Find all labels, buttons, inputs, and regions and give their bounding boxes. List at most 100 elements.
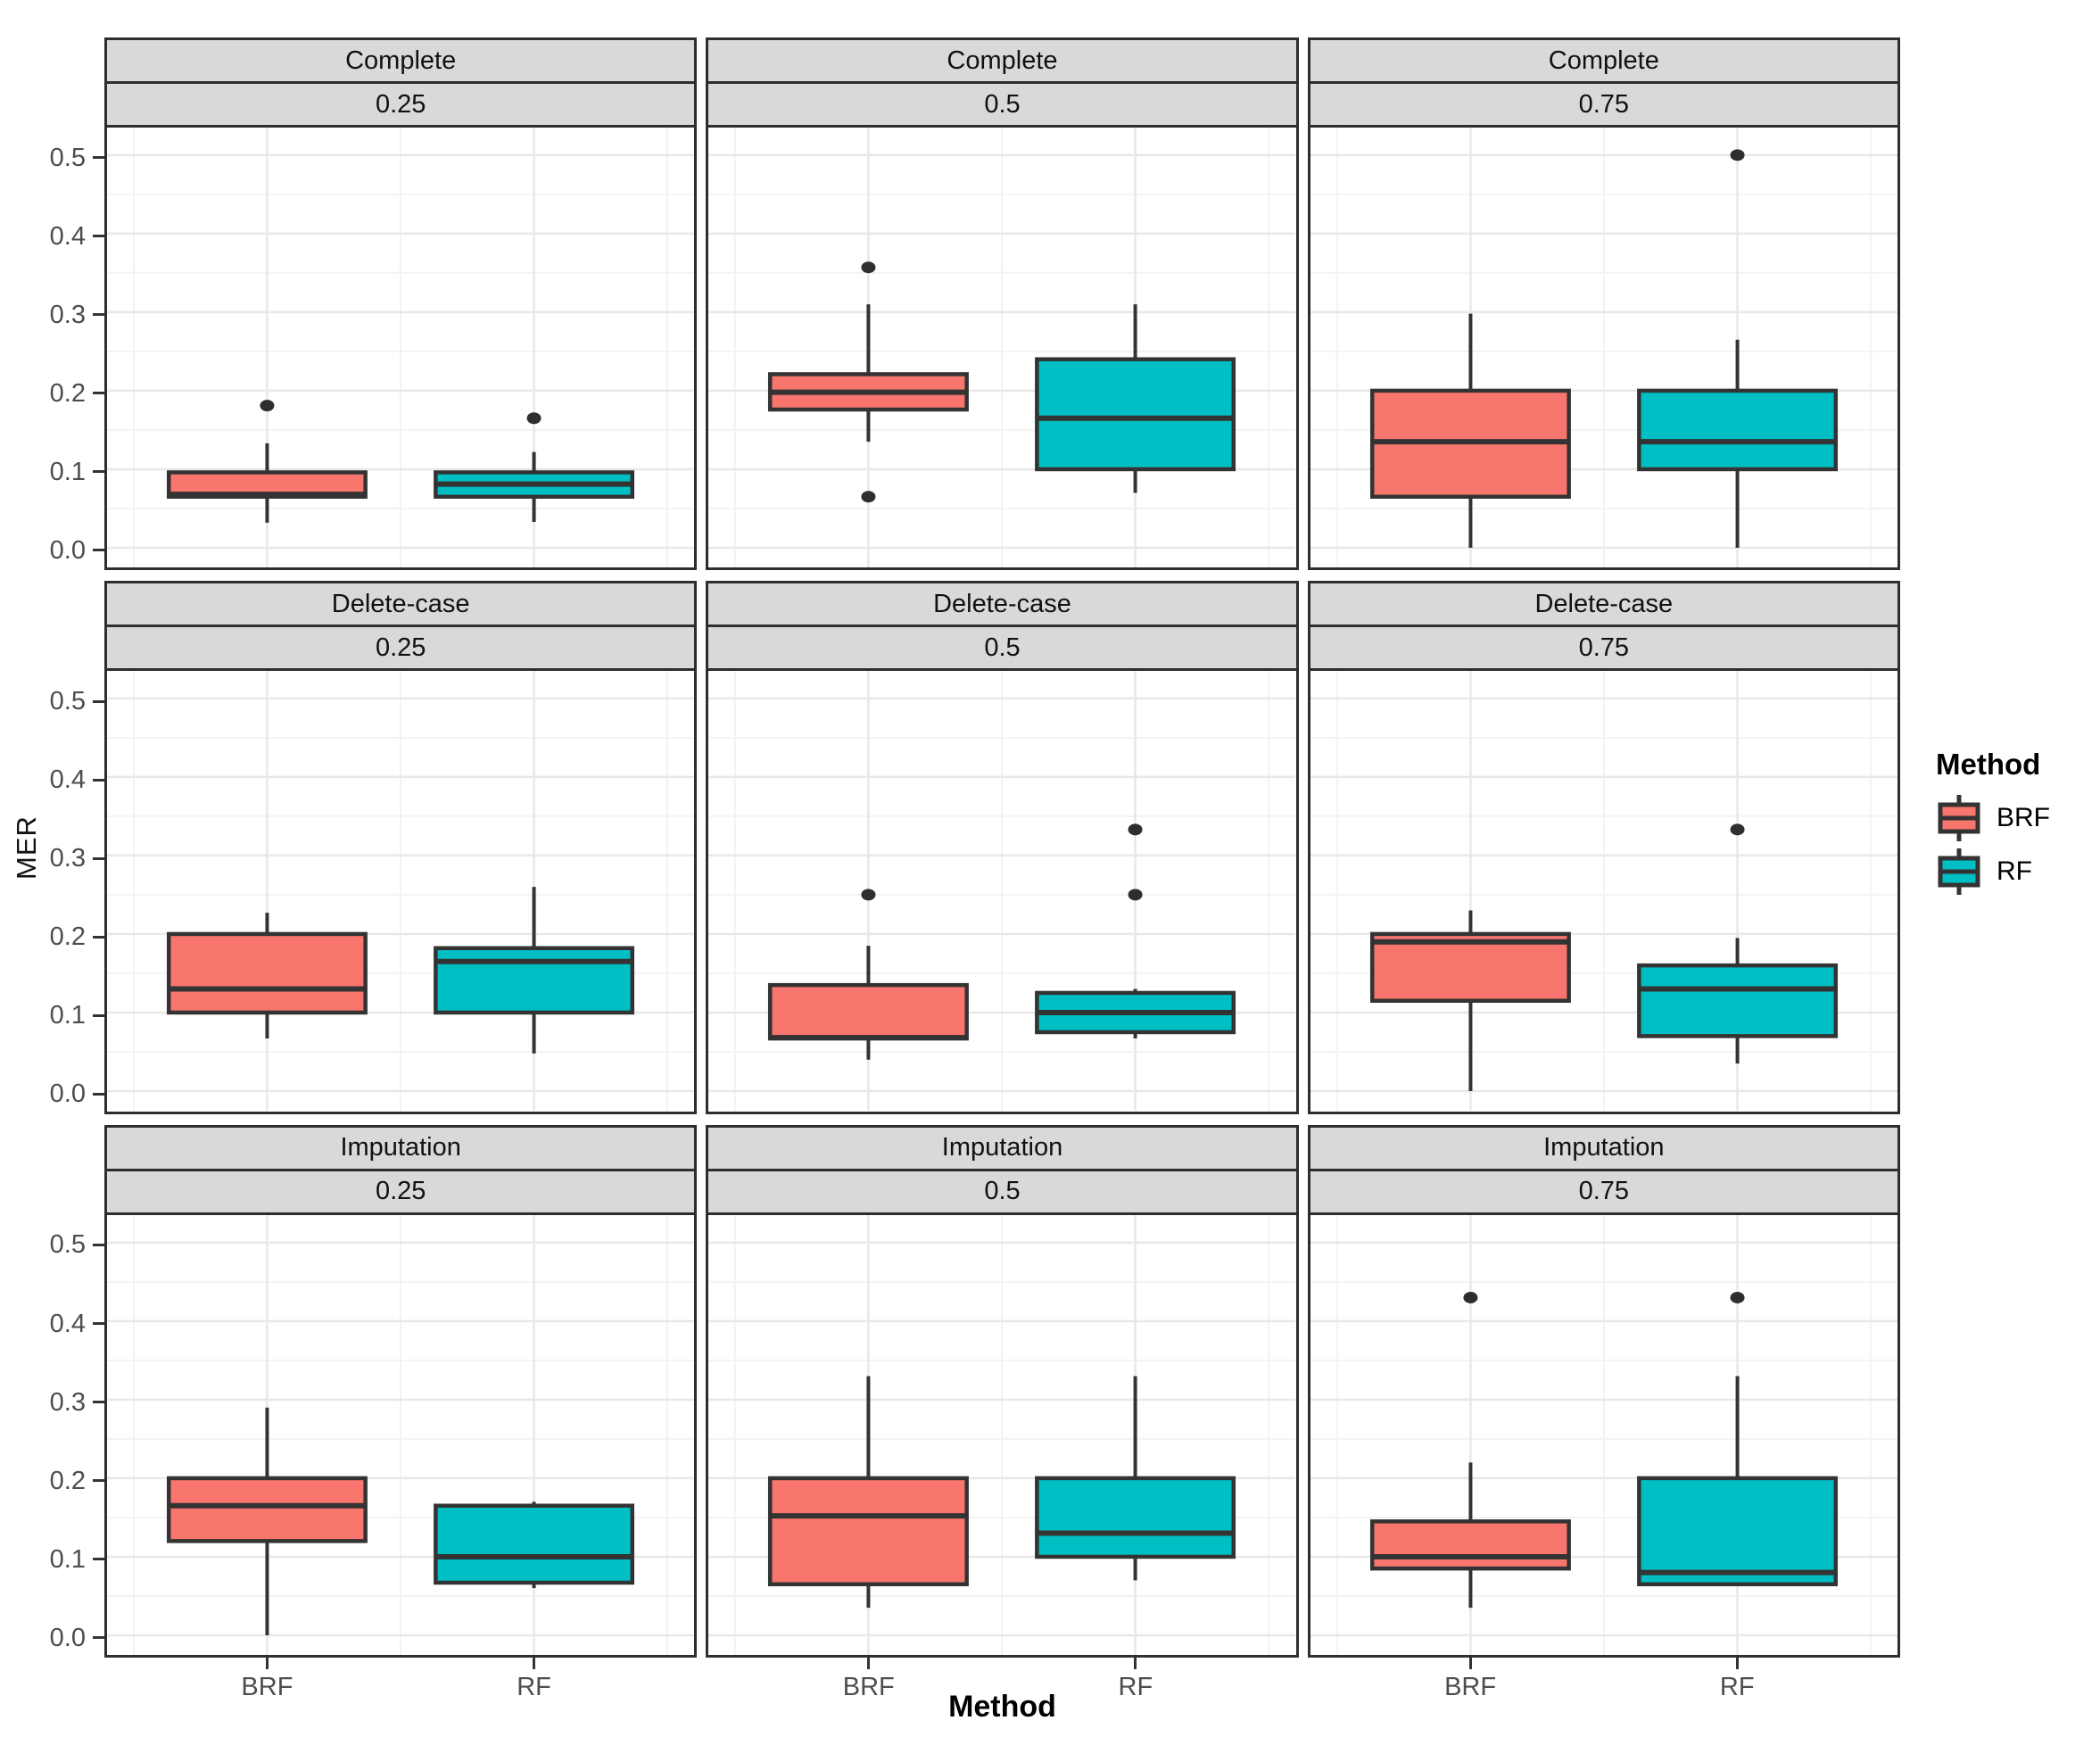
facet-cell: Delete-case 0.25 bbox=[104, 581, 698, 1114]
outlier-point bbox=[861, 261, 876, 274]
facet-strip-col-label: 0.75 bbox=[1307, 84, 1900, 128]
y-tick-label: 0.0 bbox=[49, 1079, 86, 1109]
y-tick-label: 0.3 bbox=[49, 844, 86, 873]
outlier-point bbox=[1128, 889, 1143, 901]
outlier-point bbox=[526, 412, 542, 425]
y-tick-label: 0.3 bbox=[49, 1387, 86, 1417]
panel-plot bbox=[706, 1214, 1299, 1658]
x-tick-mark bbox=[1735, 1657, 1739, 1669]
y-tick-mark bbox=[93, 549, 104, 552]
boxplot-key-icon bbox=[1938, 848, 1980, 895]
legend-label-rf: RF bbox=[1997, 856, 2032, 886]
facet-strip-row-label: Imputation bbox=[1307, 1124, 1900, 1171]
box-rf bbox=[1636, 1476, 1838, 1586]
outlier-point bbox=[1730, 823, 1745, 836]
facet-strip-row-label: Delete-case bbox=[104, 581, 698, 628]
facet-cell: Complete 0.25 bbox=[104, 37, 698, 571]
y-tick-mark bbox=[93, 1243, 104, 1246]
y-tick-mark bbox=[93, 1479, 104, 1483]
boxplot-svg bbox=[107, 671, 694, 1112]
y-tick-mark bbox=[93, 699, 104, 703]
y-tick-label: 0.2 bbox=[49, 1466, 86, 1495]
box-brf bbox=[768, 1476, 970, 1586]
y-tick-label: 0.0 bbox=[49, 1623, 86, 1652]
y-tick-label: 0.1 bbox=[49, 457, 86, 486]
y-tick-mark bbox=[93, 856, 104, 860]
y-tick-mark bbox=[93, 1092, 104, 1096]
y-tick-mark bbox=[93, 470, 104, 474]
panel-plot bbox=[104, 128, 698, 571]
boxplot-svg bbox=[1310, 671, 1897, 1112]
facet-strip-row-label: Imputation bbox=[104, 1124, 698, 1171]
facet-strip-col-label: 0.25 bbox=[104, 84, 698, 128]
x-tick-label: RF bbox=[1719, 1672, 1755, 1701]
panel-plot bbox=[1307, 671, 1900, 1114]
box-rf bbox=[434, 1503, 635, 1584]
outlier-point bbox=[260, 400, 275, 412]
box-rf bbox=[1035, 357, 1236, 472]
y-tick-label: 0.1 bbox=[49, 1001, 86, 1030]
box-brf bbox=[166, 1476, 368, 1543]
x-tick-label: BRF bbox=[241, 1672, 294, 1701]
x-axis-title: Method bbox=[948, 1690, 1056, 1724]
panel-plot bbox=[706, 671, 1299, 1114]
outlier-point bbox=[1463, 1291, 1478, 1303]
facet-cell: Imputation 0.5 bbox=[706, 1124, 1299, 1658]
panel-plot bbox=[706, 128, 1299, 571]
legend-entry-brf: BRF bbox=[1934, 794, 2100, 842]
boxplot-key-icon bbox=[1938, 795, 1980, 841]
panel-plot bbox=[104, 1214, 698, 1658]
y-tick-mark bbox=[93, 235, 104, 238]
facet-strip-row-label: Complete bbox=[706, 37, 1299, 84]
y-tick-mark bbox=[93, 778, 104, 782]
y-tick-label: 0.3 bbox=[49, 300, 86, 329]
x-tick-label: BRF bbox=[842, 1672, 895, 1701]
x-tick-mark bbox=[265, 1657, 269, 1669]
box-rf bbox=[1035, 1476, 1236, 1559]
y-tick-label: 0.4 bbox=[49, 765, 86, 795]
outlier-point bbox=[861, 491, 876, 503]
facet-strip-col-label: 0.75 bbox=[1307, 1170, 1900, 1215]
box-brf bbox=[768, 983, 970, 1041]
box-brf bbox=[166, 931, 368, 1015]
facet-cell: Delete-case 0.75 bbox=[1307, 581, 1900, 1114]
legend: Method BRF RF bbox=[1934, 748, 2100, 901]
outlier-point bbox=[1730, 1291, 1745, 1303]
facet-strip-row-label: Complete bbox=[1307, 37, 1900, 84]
y-tick-mark bbox=[93, 1013, 104, 1017]
boxplot-svg bbox=[107, 1214, 694, 1655]
y-tick-mark bbox=[93, 313, 104, 317]
x-tick-mark bbox=[1468, 1657, 1472, 1669]
facet-cell: Imputation 0.25 bbox=[104, 1124, 698, 1658]
y-tick-mark bbox=[93, 392, 104, 395]
facet-strip-col-label: 0.25 bbox=[104, 627, 698, 672]
outlier-point bbox=[1730, 149, 1745, 161]
box-rf bbox=[434, 946, 635, 1015]
facet-cell: Delete-case 0.5 bbox=[706, 581, 1299, 1114]
facet-strip-row-label: Imputation bbox=[706, 1124, 1299, 1171]
panel-plot bbox=[1307, 1214, 1900, 1658]
facet-strip-col-label: 0.5 bbox=[706, 627, 1299, 672]
facet-strip-col-label: 0.75 bbox=[1307, 627, 1900, 672]
y-tick-mark bbox=[93, 1401, 104, 1404]
facet-strip-row-label: Complete bbox=[104, 37, 698, 84]
x-tick-label: RF bbox=[517, 1672, 551, 1701]
panel-plot bbox=[104, 671, 698, 1114]
box-rf bbox=[1636, 964, 1838, 1038]
y-tick-label: 0.5 bbox=[49, 1230, 86, 1260]
y-tick-mark bbox=[93, 935, 104, 939]
boxplot-svg bbox=[1310, 1214, 1897, 1655]
facet-grid: Complete 0.25 Complete 0.5 Complete 0.75 Delet… bbox=[104, 37, 1900, 1658]
box-rf bbox=[1636, 388, 1838, 472]
y-tick-mark bbox=[93, 1322, 104, 1325]
panel-plot bbox=[1307, 128, 1900, 571]
box-brf bbox=[1369, 931, 1571, 1004]
box-brf bbox=[1369, 1518, 1571, 1571]
y-tick-label: 0.2 bbox=[49, 378, 86, 408]
boxplot-svg bbox=[708, 671, 1296, 1112]
legend-label-brf: BRF bbox=[1997, 803, 2050, 832]
x-tick-mark bbox=[1134, 1657, 1137, 1669]
y-tick-mark bbox=[93, 156, 104, 160]
facet-strip-col-label: 0.25 bbox=[104, 1170, 698, 1215]
facet-strip-row-label: Delete-case bbox=[1307, 581, 1900, 628]
